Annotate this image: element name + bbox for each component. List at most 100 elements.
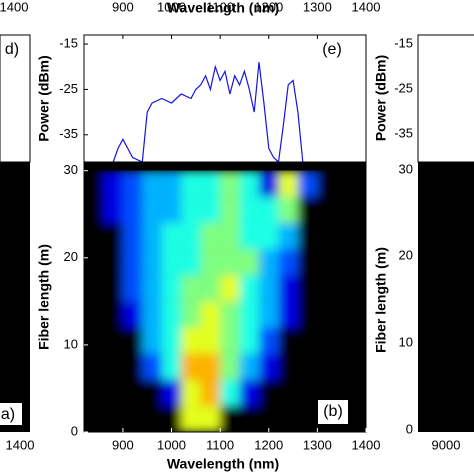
heatmap-cell bbox=[220, 249, 240, 276]
heatmap-cell bbox=[239, 170, 260, 197]
heatmap-cell bbox=[122, 301, 143, 328]
heatmap-cell bbox=[297, 405, 318, 432]
plot-area bbox=[84, 35, 366, 162]
heatmap-cell bbox=[181, 301, 201, 328]
heatmap-cell bbox=[84, 222, 104, 250]
heatmap-cell bbox=[181, 249, 201, 276]
heatmap-cell bbox=[161, 301, 182, 328]
heatmap-cell bbox=[278, 275, 298, 302]
heatmap-cell bbox=[84, 327, 104, 354]
x-axis-label: Wavelength (nm) bbox=[167, 456, 279, 472]
heatmap-cell bbox=[239, 405, 260, 432]
x-tick-label: 900 bbox=[112, 0, 134, 14]
heatmap-cell bbox=[181, 327, 201, 354]
right-spectrum-panel bbox=[417, 34, 474, 163]
y-tick-label: -25 bbox=[59, 81, 78, 96]
heatmap-cell bbox=[239, 379, 260, 406]
tick-label: 30 bbox=[399, 161, 413, 176]
heatmap-cell bbox=[220, 196, 240, 223]
axis-label: Power (dBm) bbox=[373, 55, 389, 141]
heatmap-cell bbox=[336, 170, 357, 197]
heatmap-cell bbox=[84, 353, 104, 380]
heatmap-cell bbox=[181, 196, 201, 223]
heatmap-cell bbox=[259, 249, 279, 276]
heatmap-cell bbox=[220, 405, 240, 432]
heatmap-cell bbox=[161, 275, 182, 302]
left-heatmap-panel bbox=[0, 162, 30, 432]
y-tick-label: 30 bbox=[64, 162, 78, 177]
heatmap-cell bbox=[142, 327, 162, 354]
heatmap-cell bbox=[220, 353, 240, 380]
heatmap-cell bbox=[259, 327, 279, 354]
heatmap-cell bbox=[278, 301, 298, 328]
heatmap-cell bbox=[122, 196, 143, 223]
x-tick-label: 1300 bbox=[303, 437, 332, 452]
heatmap-cell bbox=[142, 301, 162, 328]
heatmap-cell bbox=[200, 379, 221, 406]
heatmap-cell bbox=[142, 249, 162, 276]
heatmap-cell bbox=[278, 222, 298, 250]
heatmap-cell bbox=[142, 222, 162, 250]
heatmap-cell bbox=[317, 249, 337, 276]
y-tick-label: -15 bbox=[59, 36, 78, 51]
heatmap-cell bbox=[336, 275, 357, 302]
heatmap-cell bbox=[84, 275, 104, 302]
y-tick-label: 0 bbox=[71, 423, 78, 438]
x-axis-label: Wavelength (nm) bbox=[167, 0, 279, 16]
heatmap-cell bbox=[297, 222, 318, 250]
heatmap-cell bbox=[161, 405, 182, 432]
heatmap-cell bbox=[142, 275, 162, 302]
heatmap-cell bbox=[103, 379, 123, 406]
heatmap-cell bbox=[239, 275, 260, 302]
heatmap-cell bbox=[161, 170, 182, 197]
heatmap-cell bbox=[297, 249, 318, 276]
heatmap-cell bbox=[220, 379, 240, 406]
heatmap-cell bbox=[161, 353, 182, 380]
heatmap-cell bbox=[200, 353, 221, 380]
heatmap-cell bbox=[220, 327, 240, 354]
heatmap-cell bbox=[297, 196, 318, 223]
heatmap-cell bbox=[278, 327, 298, 354]
heatmap-cell bbox=[336, 379, 357, 406]
heatmap-cell bbox=[103, 249, 123, 276]
heatmap-cell bbox=[103, 170, 123, 197]
y-axis-label: Power (dBm) bbox=[36, 55, 52, 141]
heatmap-cell bbox=[200, 249, 221, 276]
heatmap-cell bbox=[200, 196, 221, 223]
heatmap-cell bbox=[142, 353, 162, 380]
heatmap-cell bbox=[200, 405, 221, 432]
heatmap-cell bbox=[220, 275, 240, 302]
plot-frame bbox=[83, 161, 367, 433]
heatmap-cell bbox=[278, 170, 298, 197]
heatmap-cell bbox=[122, 353, 143, 380]
heatmap-cell bbox=[336, 222, 357, 250]
right-heatmap-panel bbox=[418, 162, 474, 432]
panel-label: (e) bbox=[322, 41, 342, 58]
heatmap-cell bbox=[259, 353, 279, 380]
y-tick-label: -35 bbox=[59, 126, 78, 141]
y-tick-label: 10 bbox=[64, 336, 78, 351]
heatmap-cell bbox=[122, 249, 143, 276]
heatmap-cell bbox=[336, 301, 357, 328]
heatmap-cell bbox=[181, 405, 201, 432]
heatmap-cell bbox=[161, 222, 182, 250]
heatmap-clip bbox=[84, 170, 357, 432]
heatmap-cell bbox=[103, 275, 123, 302]
heatmap-cell bbox=[142, 379, 162, 406]
heatmap-cell bbox=[122, 275, 143, 302]
heatmap-cell bbox=[103, 405, 123, 432]
spectrum-line bbox=[112, 62, 304, 164]
heatmap-cell bbox=[220, 301, 240, 328]
heatmap-cell bbox=[336, 353, 357, 380]
heatmap-cell bbox=[259, 170, 279, 197]
heatmap-cell bbox=[317, 222, 337, 250]
heatmap-cell bbox=[259, 196, 279, 223]
heatmap-cell bbox=[336, 327, 357, 354]
heatmap-cell bbox=[336, 249, 357, 276]
heatmap-cell bbox=[239, 353, 260, 380]
heatmap bbox=[84, 170, 357, 432]
heatmap-cell bbox=[259, 301, 279, 328]
heatmap-cell bbox=[122, 405, 143, 432]
x-tick-label: 1400 bbox=[352, 0, 381, 14]
heatmap-cell bbox=[142, 196, 162, 223]
